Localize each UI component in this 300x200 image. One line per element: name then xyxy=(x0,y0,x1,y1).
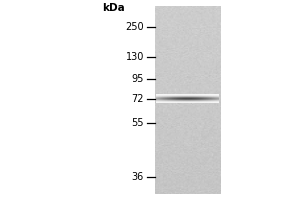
Text: kDa: kDa xyxy=(102,3,124,13)
Text: 95: 95 xyxy=(132,74,144,84)
Text: 250: 250 xyxy=(125,22,144,32)
Text: 36: 36 xyxy=(132,172,144,182)
Text: 72: 72 xyxy=(131,94,144,104)
Text: 130: 130 xyxy=(126,52,144,62)
Text: 55: 55 xyxy=(131,118,144,128)
